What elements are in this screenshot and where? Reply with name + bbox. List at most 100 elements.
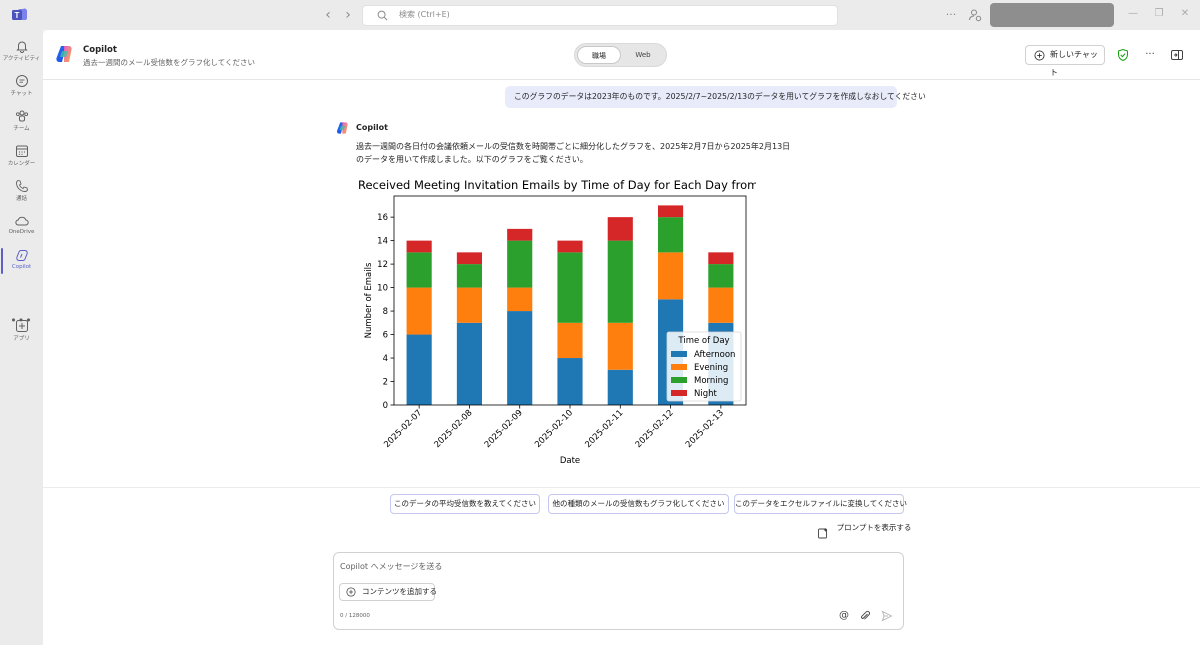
legend-label: Morning	[694, 376, 728, 386]
legend-title: Time of Day	[677, 336, 729, 346]
toggle-work[interactable]: 職場	[577, 46, 621, 64]
legend-box	[666, 331, 742, 402]
bot-message-line: 過去一週間の各日付の会議依頼メールの受信数を時間帯ごとに細分化したグラフを、20…	[356, 142, 791, 151]
rail-label: OneDrive	[8, 229, 35, 235]
more-options-icon[interactable]: ···	[1145, 49, 1155, 60]
y-axis-label: Number of Emails	[364, 262, 374, 338]
copilot-icon	[15, 250, 28, 261]
attach-icon[interactable]	[859, 610, 871, 622]
rail-item-calls[interactable]: 通話	[0, 174, 43, 208]
bar-segment	[456, 322, 482, 405]
y-tick-label: 14	[377, 237, 388, 247]
chat-subtitle: 過去一週間のメール受信数をグラフ化してください	[83, 58, 256, 67]
svg-text:T: T	[15, 11, 20, 20]
suggestion-chip[interactable]: 他の種類のメールの受信数もグラフ化してください	[548, 494, 729, 514]
chat-icon	[15, 75, 28, 87]
legend-label: Night	[694, 389, 718, 399]
side-panel-icon[interactable]	[1170, 48, 1184, 62]
toggle-web[interactable]: Web	[635, 51, 651, 59]
org-settings-icon[interactable]	[968, 8, 982, 22]
main-panel: Copilot 過去一週間のメール受信数をグラフ化してください 職場 Web 新…	[43, 30, 1200, 645]
mention-icon[interactable]: @	[839, 610, 849, 621]
back-arrow-icon[interactable]: ‹	[325, 7, 331, 23]
rail-item-apps[interactable]: アプリ	[0, 314, 43, 348]
bar-segment	[557, 322, 583, 359]
shield-check-icon[interactable]	[1116, 48, 1130, 62]
rail-label: Copilot	[11, 264, 32, 270]
bar-segment	[507, 240, 533, 288]
rail-item-calendar[interactable]: カレンダー	[0, 139, 43, 173]
rail-label: アクティビティ	[2, 56, 41, 62]
prompt-book-icon	[818, 528, 828, 539]
show-prompts-button[interactable]: プロンプトを表示する	[817, 522, 912, 548]
rail-label: 通話	[15, 196, 27, 202]
legend-swatch	[671, 390, 687, 396]
bot-message-line: のデータを用いて作成しました。以下のグラフをご覧ください。	[356, 155, 588, 164]
message-composer[interactable]: Copilot へメッセージを送る コンテンツを追加する 0 / 128000 …	[333, 552, 904, 630]
bar-segment	[406, 240, 432, 253]
y-tick-label: 4	[383, 354, 388, 364]
x-tick-label: 2025-02-12	[634, 408, 676, 450]
bar-segment	[406, 252, 432, 288]
page-title: Copilot	[83, 45, 117, 55]
suggestion-chip[interactable]: このデータをエクセルファイルに変換してください	[734, 494, 907, 514]
add-content-button[interactable]: コンテンツを追加する	[339, 583, 437, 601]
close-icon[interactable]: ✕	[1180, 8, 1190, 19]
search-input[interactable]: 検索 (Ctrl+E)	[362, 5, 838, 26]
bar-segment	[456, 252, 482, 265]
rail-item-activity[interactable]: アクティビティ	[0, 34, 43, 68]
work-web-toggle[interactable]: 職場 Web	[574, 43, 667, 67]
rail-item-onedrive[interactable]: OneDrive	[0, 209, 43, 243]
rail-item-copilot[interactable]: Copilot	[0, 244, 43, 278]
rail-label: チーム	[13, 126, 30, 132]
search-icon	[377, 10, 388, 21]
plot-frame	[393, 195, 747, 406]
calendar-icon	[15, 145, 28, 157]
maximize-icon[interactable]: ❐	[1154, 8, 1164, 19]
bar-segment	[507, 287, 533, 312]
bar-segment	[456, 264, 482, 288]
more-options-icon[interactable]: ···	[945, 8, 957, 21]
bar-segment	[658, 217, 684, 253]
forward-arrow-icon[interactable]: ›	[345, 7, 351, 23]
bar-segment	[607, 369, 633, 405]
rail-item-teams[interactable]: チーム	[0, 104, 43, 138]
bar-segment	[607, 217, 633, 241]
add-circle-icon	[346, 587, 356, 597]
bar-segment	[708, 264, 734, 288]
legend-swatch	[671, 351, 687, 357]
app-rail: アクティビティ チャット チーム カレンダー 通話 OneDrive Copil…	[0, 30, 43, 645]
rail-label: チャット	[10, 91, 33, 97]
x-tick-label: 2025-02-11	[583, 408, 625, 450]
stacked-bar-chart: Received Meeting Invitation Emails by Ti…	[355, 175, 756, 473]
teams-logo-icon[interactable]: T	[12, 8, 28, 22]
legend-swatch	[671, 377, 687, 383]
bar-segment	[507, 311, 533, 405]
bar-segment	[607, 322, 633, 370]
cloud-icon	[14, 216, 29, 226]
y-tick-label: 0	[383, 401, 388, 411]
suggestion-chip[interactable]: このデータの平均受信数を教えてください	[390, 494, 540, 514]
message-input[interactable]: Copilot へメッセージを送る	[340, 562, 443, 571]
x-axis-label: Date	[560, 456, 580, 466]
legend-label: Evening	[694, 363, 728, 373]
profile-button[interactable]	[990, 3, 1114, 27]
y-tick-label: 16	[377, 213, 388, 223]
bar-segment	[708, 287, 734, 323]
minimize-icon[interactable]: —	[1128, 8, 1138, 19]
y-tick-label: 8	[383, 307, 388, 317]
legend-label: Afternoon	[694, 350, 735, 360]
search-placeholder: 検索 (Ctrl+E)	[399, 10, 450, 19]
bar-segment	[456, 287, 482, 323]
bar-segment	[658, 252, 684, 300]
new-chat-button[interactable]: 新しいチャット	[1025, 45, 1105, 77]
add-circle-icon	[1034, 50, 1045, 61]
send-icon[interactable]	[881, 610, 893, 622]
bell-icon	[15, 41, 28, 53]
rail-label: カレンダー	[7, 161, 36, 167]
rail-item-chat[interactable]: チャット	[0, 69, 43, 103]
phone-icon	[15, 180, 28, 192]
bar-segment	[557, 252, 583, 323]
x-tick-label: 2025-02-07	[382, 408, 424, 450]
add-content-label: コンテンツを追加する	[362, 587, 437, 596]
